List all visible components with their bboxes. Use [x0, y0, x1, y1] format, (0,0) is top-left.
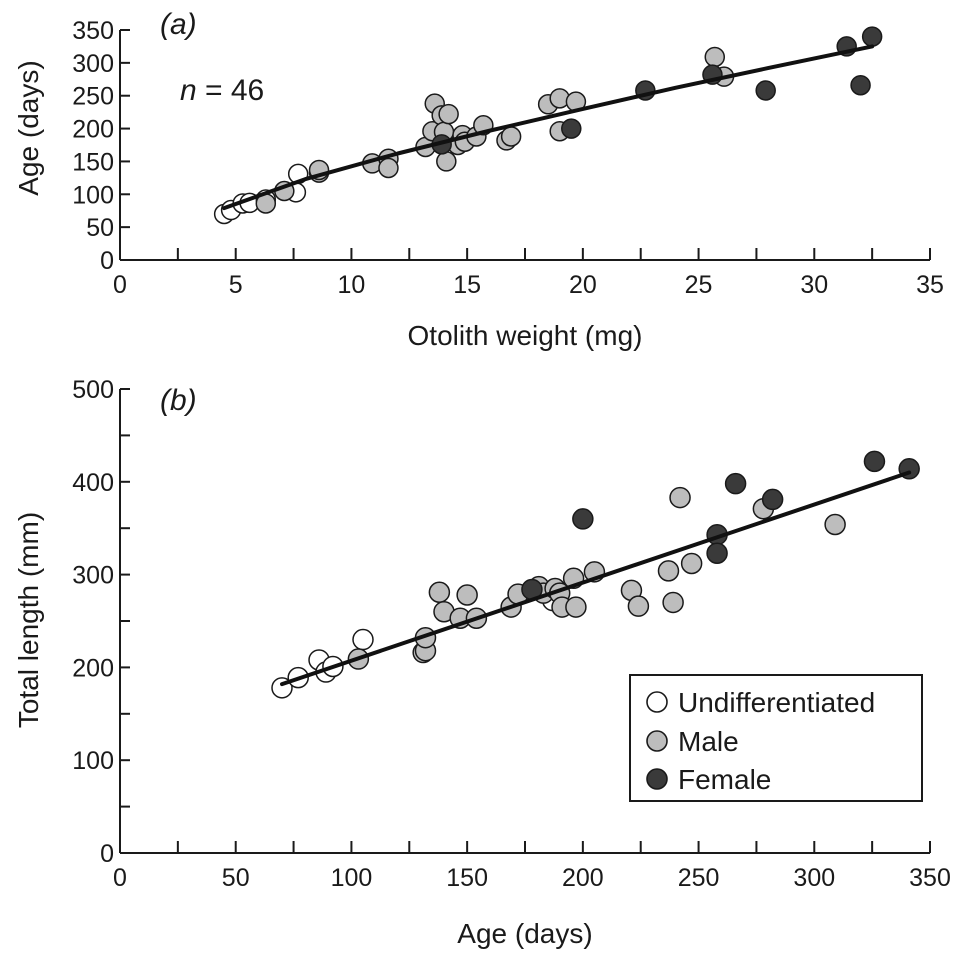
panel-b-y-tick-label: 400 [72, 469, 114, 497]
panel-a-point-female [861, 26, 883, 47]
panel-b-ticks: 0 50 100 150 200 250 300 350 0 100 200 300 400 500 [72, 376, 951, 892]
panel-b-point-female [761, 488, 784, 511]
panel-b-point-male [824, 513, 846, 536]
panel-a-points [213, 26, 883, 225]
panel-b-point-male [657, 560, 680, 582]
panel-a-x-tick-label: 5 [229, 271, 243, 299]
panel-b-x-tick-label: 350 [909, 864, 951, 892]
panel-b-point-female [572, 508, 594, 530]
panel-b-point-male [662, 591, 684, 614]
panel-a-axes [119, 30, 930, 261]
panel-b-point-female [724, 472, 747, 495]
panel-a-label: (a) [160, 8, 197, 41]
panel-a-y-tick-label: 0 [100, 247, 114, 275]
panel-a-point-female [755, 80, 776, 101]
panel-b-points [271, 450, 920, 699]
panel-b-y-tick-label: 0 [100, 840, 114, 868]
panel-a-x-tick-label: 25 [685, 271, 713, 299]
panel-b-point-male [428, 581, 451, 603]
panel-b-label: (b) [160, 384, 197, 417]
sample-size-value: = 46 [197, 74, 265, 107]
panel-b-point-male [680, 552, 703, 575]
panel-a-point-female [561, 118, 582, 139]
panel-b-point-female [706, 542, 728, 565]
panel-b-point-male [456, 584, 478, 606]
panel-a-y-axis-title: Age (days) [13, 60, 44, 195]
panel-a-point-male [378, 157, 399, 179]
panel-b-x-tick-label: 0 [113, 864, 127, 892]
panel-a-x-tick-label: 10 [338, 271, 366, 299]
panel-a-y-tick-label: 350 [72, 17, 114, 45]
panel-b-y-tick-label: 300 [72, 562, 114, 590]
panel-b-x-tick-label: 200 [562, 864, 604, 892]
panel-a-point-male [500, 126, 522, 147]
legend-frame [629, 674, 923, 802]
panel-a-point-male [438, 103, 459, 125]
panel-b-x-tick-label: 150 [446, 864, 488, 892]
panel-b-fit-line [280, 470, 912, 687]
panel-b-fit-line-group [280, 470, 912, 687]
panel-b-age-vs-total-length: 0 50 100 150 200 250 300 350 0 100 200 300 400 500 (b… [13, 376, 951, 949]
panel-b-axes [119, 389, 930, 854]
panel-a-y-tick-label: 250 [72, 83, 114, 111]
panel-a-sample-size: n = 46 [180, 74, 264, 107]
panel-a-y-tick-label: 200 [72, 116, 114, 144]
panel-a-y-tick-label: 100 [72, 181, 114, 209]
panel-a-x-tick-label: 30 [800, 271, 828, 299]
panel-b-point-male [669, 486, 691, 509]
legend-marker-male [646, 730, 668, 752]
panel-a-point-male [436, 151, 457, 172]
panel-a-y-tick-label: 150 [72, 148, 114, 176]
panel-b-point-male [627, 595, 650, 617]
panel-b-point-male [565, 596, 587, 618]
panel-a-x-tick-label: 35 [916, 271, 944, 299]
legend: Undifferentiated Male Female [629, 674, 923, 802]
panel-b-x-tick-label: 100 [331, 864, 373, 892]
panel-b-point-female [863, 450, 886, 473]
panel-a-point-female [850, 74, 871, 96]
panel-a-fit-line [222, 44, 875, 211]
legend-label-female: Female [678, 764, 771, 795]
panel-a-fit-line-group [222, 44, 875, 211]
panel-a-x-tick-label: 15 [453, 271, 481, 299]
panel-b-x-tick-label: 250 [678, 864, 720, 892]
panel-b-x-tick-label: 300 [793, 864, 835, 892]
panel-b-y-tick-label: 500 [72, 376, 114, 404]
panel-a-point-male [704, 46, 726, 68]
legend-label-male: Male [678, 726, 739, 757]
panel-a-y-tick-label: 300 [72, 50, 114, 78]
panel-b-point-undifferentiated [352, 628, 374, 651]
legend-marker-undifferentiated [646, 691, 668, 713]
legend-marker-female [646, 768, 668, 790]
panel-b-y-tick-label: 200 [72, 654, 114, 682]
panel-b-y-axis-title: Total length (mm) [13, 512, 44, 728]
legend-label-undifferentiated: Undifferentiated [678, 687, 875, 718]
panel-a-x-tick-label: 20 [569, 271, 597, 299]
panel-a-x-tick-label: 0 [113, 271, 127, 299]
sample-size-variable: n [180, 74, 197, 107]
panel-a-y-tick-label: 50 [86, 214, 114, 242]
panel-b-x-axis-title: Age (days) [457, 918, 592, 949]
panel-b-x-tick-label: 50 [222, 864, 250, 892]
panel-b-y-tick-label: 100 [72, 747, 114, 775]
panel-a-x-axis-title: Otolith weight (mg) [408, 320, 643, 351]
